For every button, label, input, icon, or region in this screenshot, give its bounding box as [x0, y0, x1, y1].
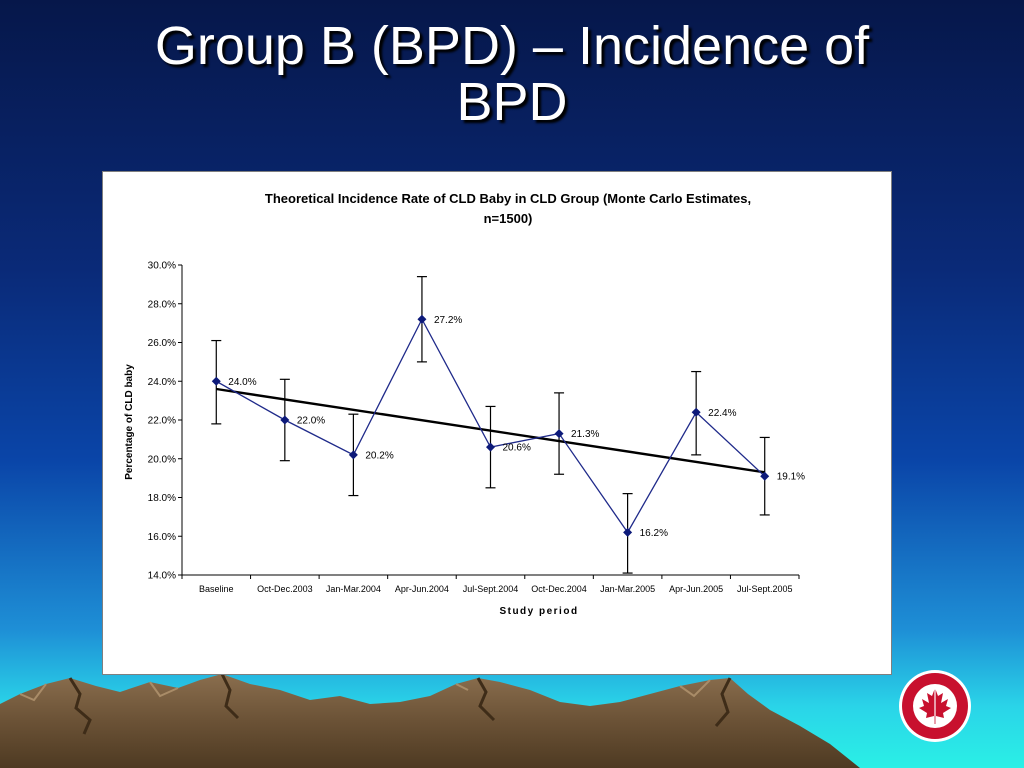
y-tick-label: 30.0%: [148, 261, 176, 272]
y-tick-label: 18.0%: [148, 493, 176, 504]
x-tick-label: Oct-Dec.2003: [257, 584, 313, 594]
x-tick-label: Oct-Dec.2004: [531, 584, 587, 594]
data-point-marker: [211, 376, 221, 386]
organization-logo: [899, 670, 971, 742]
y-tick-label: 24.0%: [148, 377, 176, 388]
y-tick-label: 16.0%: [148, 532, 176, 543]
slide-title: Group B (BPD) – Incidence of BPD: [0, 18, 1024, 130]
x-tick-label: Apr-Jun.2004: [395, 584, 449, 594]
slide-title-line-2: BPD: [456, 72, 568, 132]
y-axis-label: Percentage of CLD baby: [124, 364, 135, 480]
data-point-marker: [760, 471, 770, 481]
y-tick-label: 20.0%: [148, 454, 176, 465]
y-tick-label: 22.0%: [148, 416, 176, 427]
y-tick-label: 26.0%: [148, 338, 176, 349]
data-label: 22.4%: [708, 408, 736, 419]
data-label: 19.1%: [777, 472, 805, 483]
x-tick-label: Baseline: [199, 584, 234, 594]
data-label: 27.2%: [434, 315, 462, 326]
x-tick-label: Jan-Mar.2005: [600, 584, 655, 594]
x-tick-label: Jul-Sept.2005: [737, 584, 793, 594]
x-tick-label: Jan-Mar.2004: [326, 584, 381, 594]
data-label: 22.0%: [297, 416, 325, 427]
y-tick-label: 14.0%: [148, 571, 176, 582]
chart-svg: Theoretical Incidence Rate of CLD Baby i…: [124, 191, 805, 617]
data-label: 20.6%: [503, 443, 531, 454]
data-label: 20.2%: [365, 450, 393, 461]
data-point-marker: [691, 407, 701, 417]
data-point-marker: [417, 314, 427, 324]
data-point-marker: [554, 429, 564, 439]
data-label: 21.3%: [571, 429, 599, 440]
slide-title-line-1: Group B (BPD) – Incidence of: [154, 16, 870, 76]
x-axis-label: Study period: [499, 606, 578, 617]
data-point-marker: [623, 527, 633, 537]
x-tick-label: Apr-Jun.2005: [669, 584, 723, 594]
data-point-marker: [348, 450, 358, 460]
chart-title-line-1: Theoretical Incidence Rate of CLD Baby i…: [265, 191, 751, 206]
x-tick-label: Jul-Sept.2004: [463, 584, 519, 594]
chart-title-line-2: n=1500): [484, 211, 533, 226]
y-tick-label: 28.0%: [148, 299, 176, 310]
data-label: 16.2%: [640, 528, 668, 539]
data-point-marker: [486, 442, 495, 452]
data-label: 24.0%: [228, 377, 256, 388]
mountain-landscape: [0, 673, 860, 768]
chart-panel: Theoretical Incidence Rate of CLD Baby i…: [102, 171, 892, 675]
data-point-marker: [280, 415, 290, 425]
